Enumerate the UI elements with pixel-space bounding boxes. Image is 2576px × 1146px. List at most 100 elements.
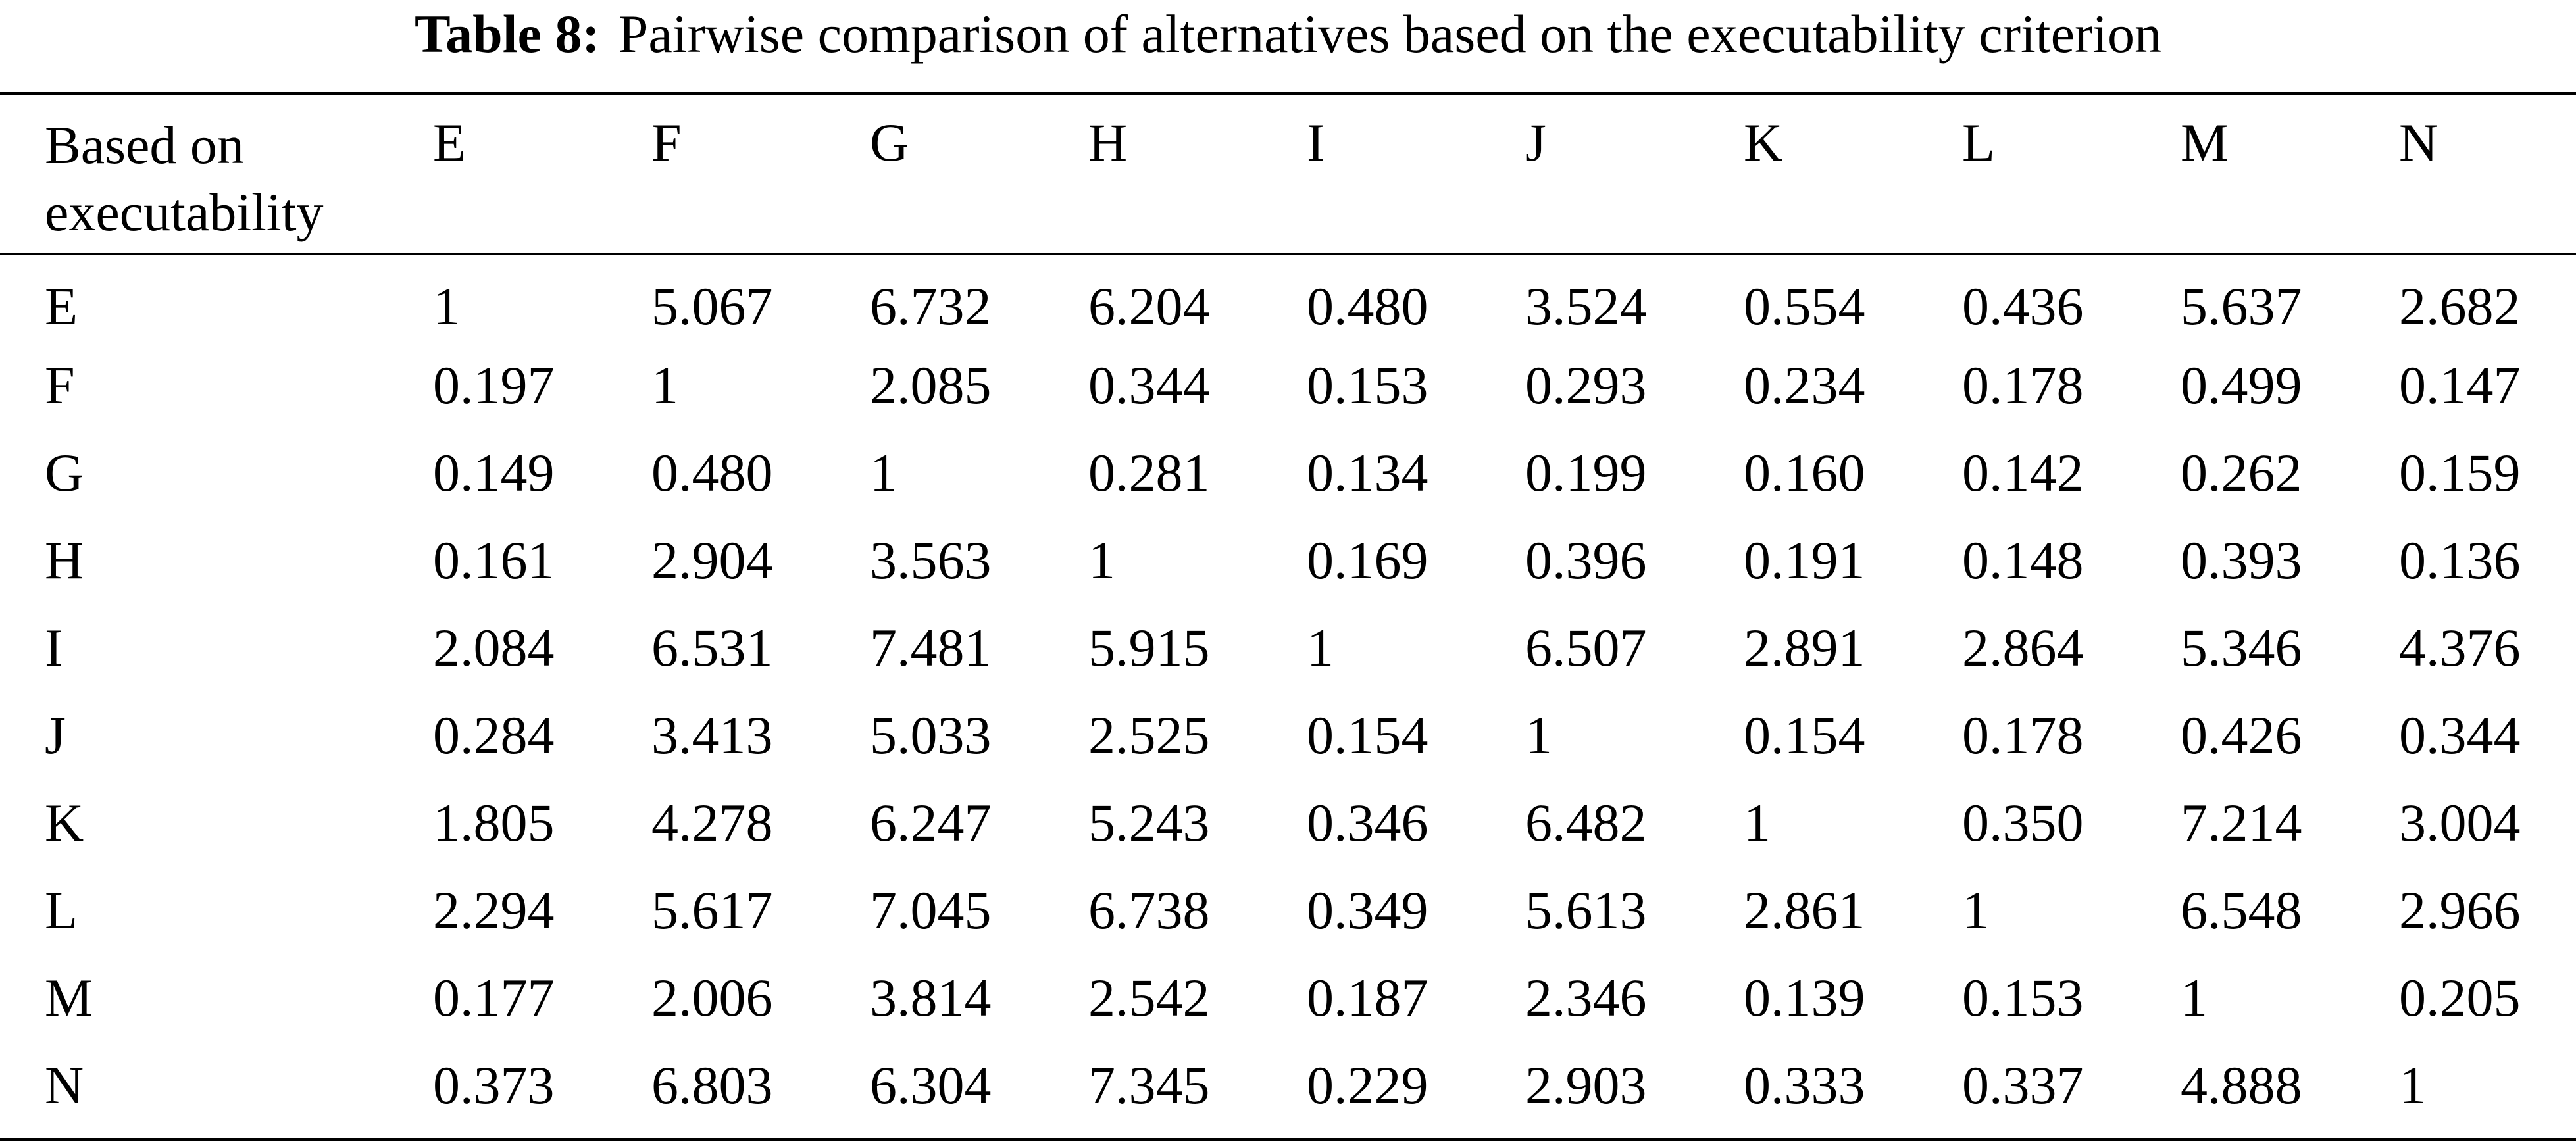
table-cell: 5.243 <box>1088 793 1210 853</box>
row-label: E <box>45 276 78 336</box>
table-cell: 0.191 <box>1744 530 1865 590</box>
table-cell: 0.160 <box>1744 443 1865 503</box>
table-cell: 2.891 <box>1744 618 1865 678</box>
table-cell: 0.262 <box>2181 443 2302 503</box>
table-cell: 5.067 <box>651 276 773 336</box>
table-cell: 5.033 <box>870 705 992 765</box>
column-header-l: L <box>1962 112 1996 172</box>
table-header: Based on executability E F G H I J K L M… <box>0 92 2576 254</box>
table-row: J 0.284 3.413 5.033 2.525 0.154 1 0.154 0.178 0.4… <box>0 701 2576 789</box>
table-cell: 2.294 <box>433 880 555 940</box>
table-cell: 0.426 <box>2181 705 2302 765</box>
table-cell: 0.480 <box>651 443 773 503</box>
table-cell: 6.548 <box>2181 880 2302 940</box>
comparison-table: Based on executability E F G H I J K L M… <box>0 92 2576 1139</box>
row-label: N <box>45 1055 84 1115</box>
table-cell: 1 <box>1088 530 1115 590</box>
table-cell: 3.413 <box>651 705 773 765</box>
table-row: E 1 5.067 6.732 6.204 0.480 3.524 0.554 0.436 5.6… <box>0 254 2576 351</box>
table-cell: 5.346 <box>2181 618 2302 678</box>
table-cell: 0.149 <box>433 443 555 503</box>
column-header-g: G <box>870 112 909 172</box>
table-cell: 6.531 <box>651 618 773 678</box>
table-cell: 4.888 <box>2181 1055 2302 1115</box>
table-cell: 3.814 <box>870 968 992 1028</box>
table-cell: 2.682 <box>2399 276 2521 336</box>
table-bottom-rule <box>0 1138 2576 1141</box>
table-cell: 0.337 <box>1962 1055 2084 1115</box>
table-cell: 4.376 <box>2399 618 2521 678</box>
table-cell: 1 <box>1962 880 1989 940</box>
table-cell: 6.732 <box>870 276 992 336</box>
table-cell: 2.864 <box>1962 618 2084 678</box>
row-label: F <box>45 355 75 415</box>
table-cell: 1 <box>651 355 678 415</box>
corner-header: Based on executability <box>45 115 324 242</box>
table-cell: 2.903 <box>1525 1055 1647 1115</box>
table-cell: 0.344 <box>2399 705 2521 765</box>
table-cell: 0.554 <box>1744 276 1865 336</box>
table-cell: 0.393 <box>2181 530 2302 590</box>
table-cell: 0.147 <box>2399 355 2521 415</box>
table-cell: 1.805 <box>433 793 555 853</box>
table-cell: 0.284 <box>433 705 555 765</box>
table-cell: 6.304 <box>870 1055 992 1115</box>
table-cell: 5.915 <box>1088 618 1210 678</box>
table-cell: 0.234 <box>1744 355 1865 415</box>
table-cell: 0.136 <box>2399 530 2521 590</box>
table-row: F 0.197 1 2.085 0.344 0.153 0.293 0.234 0.178 0.4… <box>0 351 2576 439</box>
table-cell: 0.373 <box>433 1055 555 1115</box>
row-label: J <box>45 705 66 765</box>
table-cell: 2.085 <box>870 355 992 415</box>
table-cell: 7.345 <box>1088 1055 1210 1115</box>
table-cell: 6.803 <box>651 1055 773 1115</box>
row-label: L <box>45 880 78 940</box>
table-cell: 0.153 <box>1962 968 2084 1028</box>
table-cell: 0.344 <box>1088 355 1210 415</box>
column-header-m: M <box>2181 112 2229 172</box>
header-row: Based on executability E F G H I J K L M… <box>0 92 2576 254</box>
caption-text: Pairwise comparison of alternatives base… <box>618 4 2162 64</box>
table-row: I 2.084 6.531 7.481 5.915 1 6.507 2.891 2.864 5.3… <box>0 614 2576 701</box>
table-cell: 0.199 <box>1525 443 1647 503</box>
table-cell: 2.861 <box>1744 880 1865 940</box>
table-cell: 7.481 <box>870 618 992 678</box>
table-cell: 0.178 <box>1962 355 2084 415</box>
table-cell: 0.436 <box>1962 276 2084 336</box>
table-cell: 5.613 <box>1525 880 1647 940</box>
table-cell: 5.637 <box>2181 276 2302 336</box>
table-cell: 0.499 <box>2181 355 2302 415</box>
table-row: G 0.149 0.480 1 0.281 0.134 0.199 0.160 0.142 0.2… <box>0 439 2576 526</box>
table-cell: 1 <box>1744 793 1771 853</box>
table-cell: 0.205 <box>2399 968 2521 1028</box>
table-row: H 0.161 2.904 3.563 1 0.169 0.396 0.191 0.148 0.3… <box>0 526 2576 614</box>
table-cell: 0.396 <box>1525 530 1647 590</box>
table-cell: 2.525 <box>1088 705 1210 765</box>
table-cell: 0.154 <box>1307 705 1428 765</box>
table-cell: 6.507 <box>1525 618 1647 678</box>
table-cell: 2.542 <box>1088 968 1210 1028</box>
table-cell: 7.214 <box>2181 793 2302 853</box>
table-row: L 2.294 5.617 7.045 6.738 0.349 5.613 2.861 1 6.5… <box>0 876 2576 964</box>
table-cell: 3.524 <box>1525 276 1647 336</box>
column-header-i: I <box>1307 112 1325 172</box>
table-cell: 6.482 <box>1525 793 1647 853</box>
table-cell: 0.161 <box>433 530 555 590</box>
column-header-e: E <box>433 112 467 172</box>
table-cell: 3.563 <box>870 530 992 590</box>
row-label: M <box>45 968 93 1028</box>
table-cell: 1 <box>1307 618 1334 678</box>
table-cell: 1 <box>2181 968 2208 1028</box>
table-row: K 1.805 4.278 6.247 5.243 0.346 6.482 1 0.350 7.2… <box>0 789 2576 876</box>
table-cell: 2.084 <box>433 618 555 678</box>
table-cell: 0.333 <box>1744 1055 1865 1115</box>
row-label: I <box>45 618 63 678</box>
row-label: H <box>45 530 84 590</box>
table-cell: 0.154 <box>1744 705 1865 765</box>
table-cell: 0.346 <box>1307 793 1428 853</box>
table-body: E 1 5.067 6.732 6.204 0.480 3.524 0.554 0.436 5.6… <box>0 254 2576 1139</box>
table-cell: 1 <box>870 443 897 503</box>
table-cell: 0.178 <box>1962 705 2084 765</box>
column-header-f: F <box>651 112 682 172</box>
caption-label: Table 8: <box>414 4 600 64</box>
